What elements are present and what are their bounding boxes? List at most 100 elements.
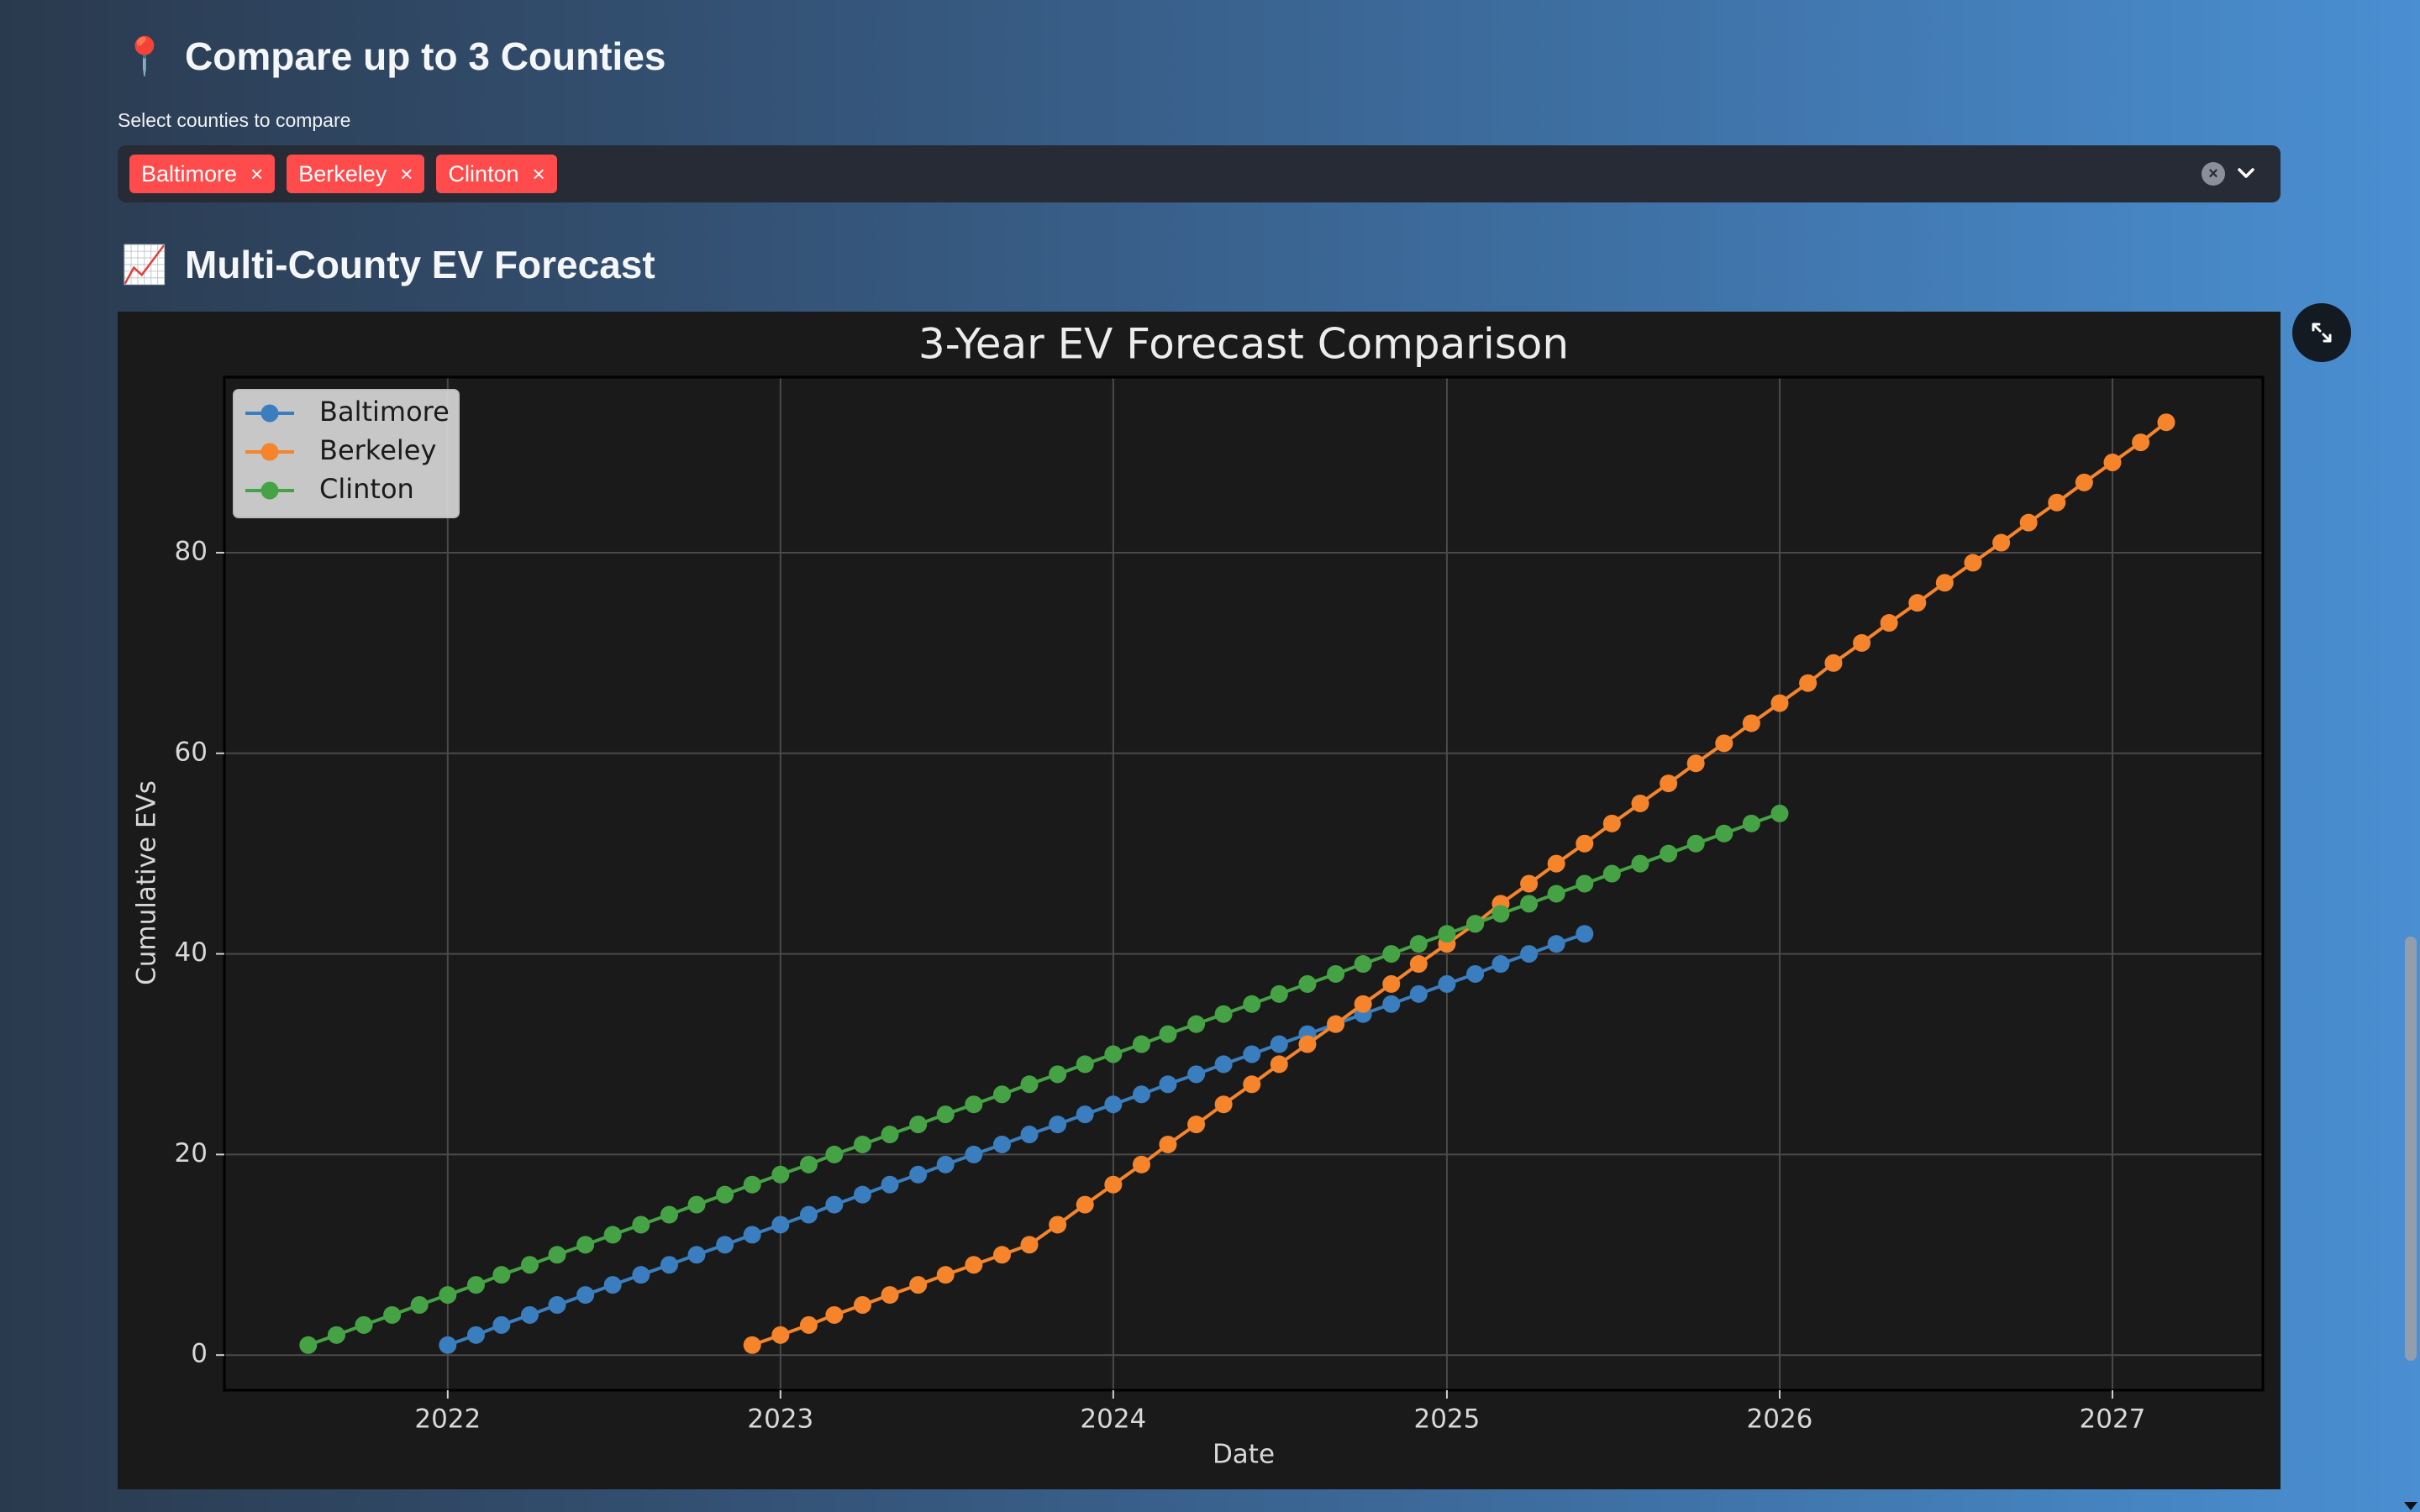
data-point	[1908, 594, 1927, 612]
data-point	[992, 1135, 1011, 1153]
data-point	[716, 1236, 734, 1254]
data-point	[2075, 473, 2093, 491]
scroll-thumb[interactable]	[2405, 937, 2417, 1361]
data-point	[1382, 945, 1401, 963]
data-point	[632, 1266, 650, 1284]
data-point	[1686, 754, 1705, 773]
data-point	[1631, 794, 1649, 812]
data-point	[1076, 1195, 1094, 1214]
county-multiselect[interactable]: Baltimore × Berkeley × Clinton × ×	[118, 145, 2281, 202]
data-point	[1742, 814, 1760, 832]
data-point	[492, 1315, 511, 1334]
data-point	[1270, 1035, 1288, 1053]
fullscreen-button[interactable]	[2292, 303, 2351, 362]
data-point	[466, 1276, 485, 1294]
data-point	[1409, 955, 1428, 974]
clear-all-icon[interactable]: ×	[2202, 162, 2225, 186]
data-point	[1159, 1135, 1177, 1153]
legend: Baltimore Berkeley Clinton	[233, 389, 460, 518]
data-point	[327, 1326, 345, 1344]
data-point	[1491, 905, 1510, 923]
data-point	[299, 1336, 318, 1354]
page-scrollbar[interactable]	[2402, 0, 2420, 1512]
plot-frame	[223, 375, 2265, 1392]
data-point	[825, 1305, 844, 1324]
data-point	[1631, 854, 1649, 873]
data-point	[2132, 433, 2150, 452]
data-point	[687, 1246, 706, 1264]
data-point	[1159, 1025, 1177, 1043]
remove-tag-icon[interactable]: ×	[250, 160, 264, 186]
data-point	[965, 1256, 983, 1274]
data-point	[1187, 1065, 1206, 1084]
data-point	[799, 1315, 818, 1334]
data-point	[965, 1145, 983, 1163]
data-point	[2157, 413, 2175, 432]
chart-icon: 📈	[121, 244, 168, 286]
data-point	[660, 1205, 678, 1224]
data-point	[1104, 1175, 1123, 1194]
data-point	[1880, 614, 1898, 633]
data-point	[520, 1305, 539, 1324]
data-point	[1576, 834, 1594, 853]
data-point	[1049, 1116, 1067, 1134]
data-point	[548, 1296, 566, 1315]
data-point	[1466, 915, 1485, 933]
y-tick-label: 20	[175, 1138, 208, 1168]
data-point	[466, 1326, 485, 1344]
data-point	[992, 1246, 1011, 1264]
data-point	[576, 1236, 595, 1254]
remove-tag-icon[interactable]: ×	[400, 160, 413, 186]
scroll-down-icon[interactable]	[2404, 1502, 2417, 1510]
x-tick-label: 2026	[1747, 1404, 1813, 1435]
data-point	[1576, 925, 1594, 943]
data-point	[1742, 714, 1760, 732]
data-point	[853, 1296, 871, 1315]
legend-label: Baltimore	[319, 396, 450, 428]
data-point	[909, 1116, 928, 1134]
data-point	[825, 1145, 844, 1163]
data-point	[743, 1175, 761, 1194]
y-tick-label: 0	[191, 1339, 208, 1369]
data-point	[1243, 1045, 1261, 1063]
data-point	[1466, 964, 1485, 983]
data-point	[1049, 1065, 1067, 1084]
data-point	[1159, 1075, 1177, 1094]
data-point	[2048, 493, 2066, 512]
y-tick-label: 80	[175, 536, 208, 566]
data-point	[1076, 1105, 1094, 1124]
data-point	[1715, 824, 1733, 843]
data-point	[1354, 955, 1372, 974]
data-point	[1660, 774, 1678, 793]
data-point	[1935, 574, 1954, 592]
data-point	[1243, 995, 1261, 1013]
data-point	[1104, 1095, 1123, 1114]
pin-icon: 📍	[121, 36, 168, 77]
chevron-down-icon[interactable]	[2233, 160, 2259, 186]
data-point	[1187, 1015, 1206, 1033]
data-point	[965, 1095, 983, 1114]
legend-marker	[260, 481, 279, 500]
x-tick-label: 2025	[1413, 1404, 1480, 1435]
legend-label: Berkeley	[319, 434, 436, 466]
data-point	[825, 1195, 844, 1214]
data-point	[1132, 1085, 1150, 1104]
data-point	[743, 1226, 761, 1244]
data-point	[992, 1085, 1011, 1104]
data-point	[1298, 974, 1317, 993]
data-point	[1438, 974, 1456, 993]
remove-tag-icon[interactable]: ×	[532, 160, 545, 186]
grid-layer	[224, 377, 2263, 1390]
data-point	[632, 1215, 650, 1234]
data-point	[771, 1215, 790, 1234]
data-point	[603, 1226, 622, 1244]
y-axis-label: Cumulative EVs	[132, 780, 162, 985]
tag-label: Clinton	[448, 160, 519, 186]
data-point	[1270, 1055, 1288, 1074]
data-point	[1547, 885, 1565, 903]
data-point	[2019, 513, 2038, 532]
data-point	[1520, 945, 1539, 963]
data-point	[1715, 734, 1733, 753]
compare-heading: 📍 Compare up to 3 Counties	[121, 27, 666, 86]
data-point	[1686, 834, 1705, 853]
